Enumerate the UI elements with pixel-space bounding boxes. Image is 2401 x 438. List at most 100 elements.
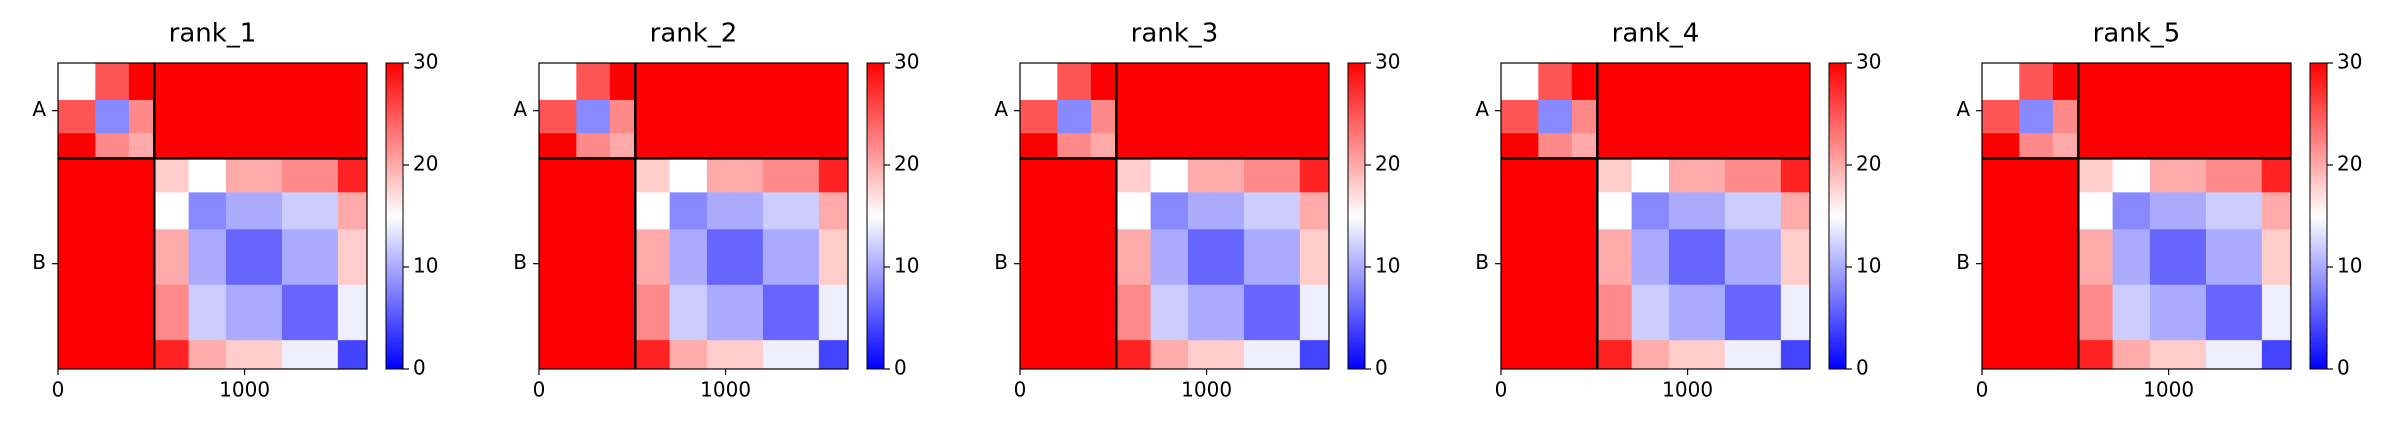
heatmap-cell — [337, 229, 368, 286]
heatmap-cell — [225, 229, 283, 286]
colorbar-tick-label: 0 — [894, 356, 907, 380]
heatmap-cell — [1020, 158, 1058, 193]
heatmap-cell — [2205, 99, 2263, 134]
heatmap-cell — [128, 158, 155, 193]
heatmap-cell — [1982, 63, 2020, 101]
heatmap-cell — [1057, 192, 1092, 230]
heatmap-cell — [539, 133, 577, 159]
heatmap-cell — [706, 63, 764, 101]
y-tick-label: B — [1956, 250, 1970, 274]
heatmap-cell — [1724, 284, 1782, 341]
heatmap-cell — [154, 229, 190, 286]
heatmap-cell — [95, 63, 130, 101]
colorbar-tick-label: 30 — [413, 50, 438, 74]
heatmap-cell — [1538, 192, 1573, 230]
y-tick-label: B — [1475, 250, 1489, 274]
heatmap-cell — [818, 284, 849, 341]
heatmap-cell — [1116, 340, 1152, 370]
heatmap-cell — [2019, 229, 2054, 286]
heatmap-cell — [1780, 133, 1811, 159]
heatmap-cell — [2052, 284, 2079, 341]
heatmap-cell — [818, 63, 849, 101]
heatmap-cell — [1116, 99, 1152, 134]
heatmap-cell — [225, 284, 283, 341]
heatmap-cell — [2149, 133, 2207, 159]
heatmap-cell — [1724, 192, 1782, 230]
heatmap-cell — [1597, 99, 1633, 134]
heatmap-cell — [2205, 229, 2263, 286]
heatmap-cell — [188, 340, 227, 370]
heatmap-cell — [609, 192, 636, 230]
heatmap-cell — [2261, 158, 2292, 193]
heatmap-cell — [2052, 158, 2079, 193]
heatmap-cell — [1150, 284, 1189, 341]
heatmap-cell — [1187, 63, 1245, 101]
heatmap-cell — [2261, 133, 2292, 159]
heatmap-cell — [2052, 229, 2079, 286]
heatmap-cell — [154, 192, 190, 230]
heatmap-cell — [1057, 340, 1092, 370]
heatmap-cell — [188, 133, 227, 159]
colorbar-tick-label: 0 — [413, 356, 426, 380]
heatmap-cell — [1597, 63, 1633, 101]
colorbar-tick-label: 10 — [413, 254, 438, 278]
heatmap-cell — [1020, 284, 1058, 341]
heatmap-cell — [635, 284, 671, 341]
heatmap-cell — [1187, 229, 1245, 286]
colorbar-tick-label: 0 — [1375, 356, 1388, 380]
heatmap-cell — [576, 99, 611, 134]
heatmap-cell — [1538, 63, 1573, 101]
heatmap-cell — [1116, 158, 1152, 193]
heatmap-cell — [539, 158, 577, 193]
colorbar — [2309, 62, 2328, 370]
heatmap-cell — [706, 99, 764, 134]
heatmap-cell — [1631, 192, 1670, 230]
heatmap-cell — [281, 63, 339, 101]
heatmap-cell — [1538, 340, 1573, 370]
heatmap-cell — [337, 63, 368, 101]
heatmap-cell — [1538, 133, 1573, 159]
heatmap-cell — [1243, 340, 1301, 370]
heatmap-cell — [1150, 192, 1189, 230]
heatmap-cell — [762, 340, 820, 370]
heatmap-cell — [1299, 192, 1330, 230]
heatmap-cell — [1724, 99, 1782, 134]
heatmap-cell — [1780, 158, 1811, 193]
heatmap-cell — [635, 99, 671, 134]
heatmap-cell — [576, 284, 611, 341]
heatmap-cell — [2052, 99, 2079, 134]
heatmap-cell — [225, 63, 283, 101]
heatmap-cell — [1150, 63, 1189, 101]
heatmap-cell — [154, 99, 190, 134]
heatmap-cell — [609, 229, 636, 286]
heatmap-cell — [1090, 63, 1117, 101]
heatmap-cell — [1501, 133, 1539, 159]
x-tick-label: 1000 — [1662, 378, 1713, 402]
heatmap-cell — [58, 99, 96, 134]
heatmap-cell — [1571, 192, 1598, 230]
heatmap-cell — [1724, 133, 1782, 159]
x-tick-label: 0 — [52, 378, 65, 402]
heatmap-cell — [2078, 158, 2114, 193]
heatmap-cell — [1724, 158, 1782, 193]
heatmap-cell — [1057, 284, 1092, 341]
heatmap-cell — [281, 99, 339, 134]
heatmap-cell — [2261, 192, 2292, 230]
heatmap-cell — [2078, 133, 2114, 159]
heatmap-cell — [337, 192, 368, 230]
heatmap-cell — [2149, 99, 2207, 134]
y-tick-label: A — [994, 97, 1008, 121]
heatmap-cell — [1982, 229, 2020, 286]
heatmap-cell — [1538, 99, 1573, 134]
heatmap-cell — [635, 133, 671, 159]
heatmap-cell — [2205, 284, 2263, 341]
heatmap-cell — [818, 340, 849, 370]
heatmap-cell — [337, 133, 368, 159]
colorbar — [1347, 62, 1366, 370]
heatmap-cell — [2019, 340, 2054, 370]
heatmap-cell — [128, 284, 155, 341]
heatmap-cell — [1020, 99, 1058, 134]
heatmap-cell — [188, 158, 227, 193]
heatmap-cell — [1668, 340, 1726, 370]
heatmap-cell — [1571, 63, 1598, 101]
